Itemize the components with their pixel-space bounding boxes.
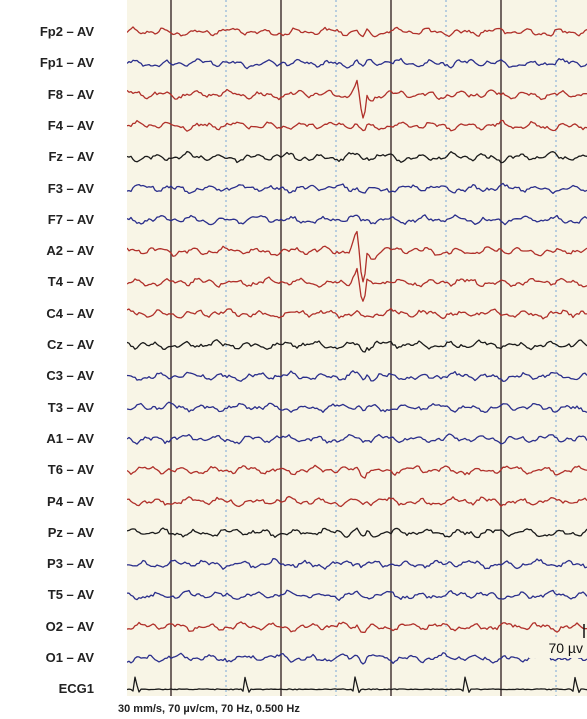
channel-trace <box>127 433 587 445</box>
channel-label: F8 – AV <box>47 86 94 102</box>
channel-trace <box>127 589 587 602</box>
channel-trace <box>127 267 587 302</box>
channel-label: A1 – AV <box>46 430 94 446</box>
channel-label: T6 – AV <box>47 462 94 478</box>
trace-area: 70 µv <box>127 0 587 696</box>
channel-trace <box>127 676 587 694</box>
channel-trace <box>127 119 587 132</box>
channel-trace <box>127 230 587 283</box>
channel-label: Pz – AV <box>47 524 94 540</box>
channel-label: Fp2 – AV <box>39 24 94 39</box>
channel-label: A2 – AV <box>46 243 94 259</box>
channel-trace <box>127 150 587 164</box>
recording-settings-caption: 30 mm/s, 70 µv/cm, 70 Hz, 0.500 Hz <box>118 703 300 715</box>
channel-label: C3 – AV <box>46 368 94 384</box>
channel-trace <box>127 495 587 508</box>
channel-label: Fz – AV <box>48 149 94 165</box>
amplitude-scale-label: 70 µv <box>529 638 587 658</box>
channel-label: F3 – AV <box>47 180 94 196</box>
channel-label: T5 – AV <box>47 587 94 603</box>
channel-trace <box>127 339 587 353</box>
channel-trace <box>127 621 587 633</box>
channel-label: T4 – AV <box>47 274 94 290</box>
channel-trace <box>127 26 587 38</box>
channel-trace <box>127 401 587 414</box>
eeg-traces <box>127 0 587 696</box>
channel-trace <box>127 370 587 382</box>
channel-label: P3 – AV <box>47 556 94 572</box>
channel-trace <box>127 214 587 226</box>
channel-trace <box>127 464 587 479</box>
channel-label: F4 – AV <box>47 117 94 133</box>
channel-labels: Fp2 – AV Fp1 – AV F8 – AV F4 – AV Fz – AV F3 … <box>0 0 118 719</box>
channel-trace <box>127 307 587 320</box>
channel-label: O2 – AV <box>45 618 94 634</box>
channel-label: F7 – AV <box>47 211 94 227</box>
channel-label: P4 – AV <box>47 493 94 509</box>
channel-trace <box>127 79 587 119</box>
channel-trace <box>127 652 587 665</box>
channel-trace <box>127 558 587 570</box>
channel-trace <box>127 57 587 70</box>
channel-label: C4 – AV <box>46 305 94 321</box>
channel-trace <box>127 527 587 539</box>
channel-label: O1 – AV <box>45 650 94 665</box>
channel-label: T3 – AV <box>47 399 94 415</box>
channel-label: Cz – AV <box>47 337 94 352</box>
channel-trace <box>127 182 587 195</box>
channel-label: ECG1 <box>58 681 94 697</box>
channel-label: Fp1 – AV <box>39 55 94 71</box>
